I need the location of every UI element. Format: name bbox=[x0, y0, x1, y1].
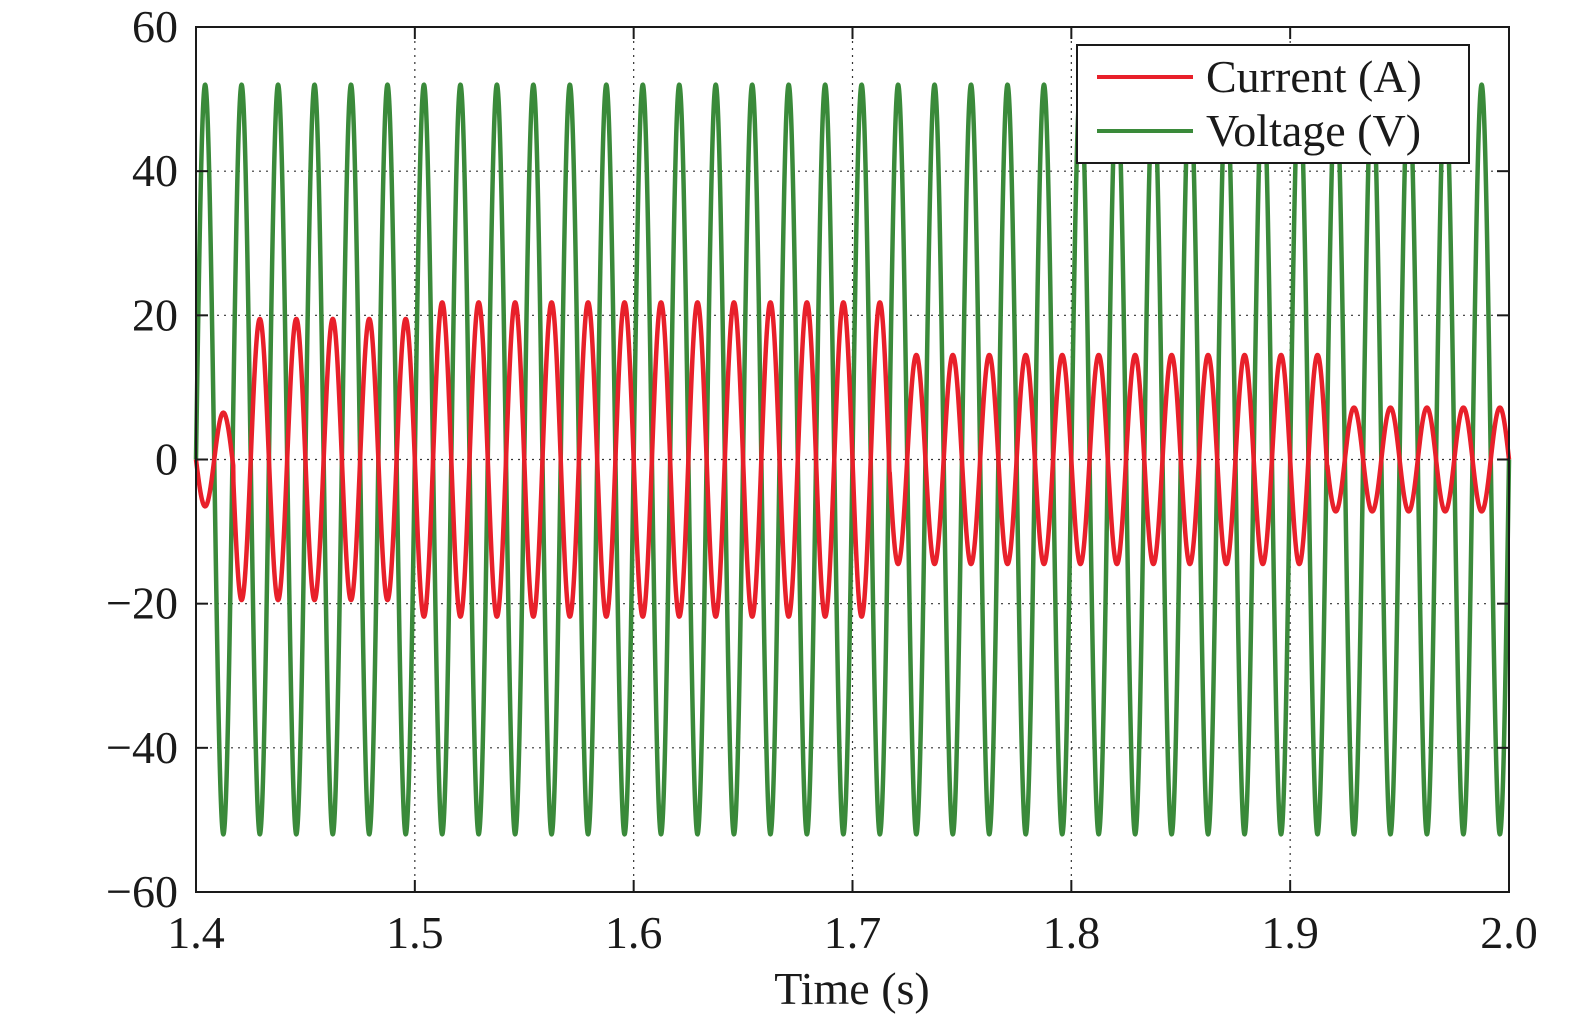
x-tick-label: 1.9 bbox=[1261, 907, 1319, 958]
x-tick-label: 1.5 bbox=[386, 907, 444, 958]
x-tick-label: 2.0 bbox=[1480, 907, 1538, 958]
x-tick-label: 1.6 bbox=[605, 907, 663, 958]
axis-ticks bbox=[195, 26, 1510, 893]
y-tick-label: −20 bbox=[106, 578, 178, 629]
x-axis-label: Time (s) bbox=[774, 963, 930, 1014]
y-tick-label: 40 bbox=[132, 145, 178, 196]
x-tick-label: 1.7 bbox=[824, 907, 882, 958]
series-line-current bbox=[193, 300, 1512, 619]
legend-box bbox=[1076, 44, 1470, 164]
y-tick-label: −60 bbox=[106, 866, 178, 917]
legend: Current (A) Voltage (V) bbox=[1076, 44, 1470, 164]
y-tick-label: 0 bbox=[155, 434, 178, 485]
x-tick-label: 1.8 bbox=[1043, 907, 1101, 958]
y-tick-label: −40 bbox=[106, 722, 178, 773]
y-tick-labels: 60 40 20 0 −20 −40 −60 bbox=[106, 1, 178, 917]
x-tick-labels: 1.4 1.5 1.6 1.7 1.8 1.9 2.0 bbox=[167, 907, 1538, 958]
y-tick-label: 20 bbox=[132, 289, 178, 340]
legend-label-voltage: Voltage (V) bbox=[1206, 105, 1421, 156]
x-tick-label: 1.4 bbox=[167, 907, 225, 958]
y-tick-label: 60 bbox=[132, 1, 178, 52]
series-group bbox=[193, 82, 1512, 837]
legend-label-current: Current (A) bbox=[1206, 51, 1422, 102]
